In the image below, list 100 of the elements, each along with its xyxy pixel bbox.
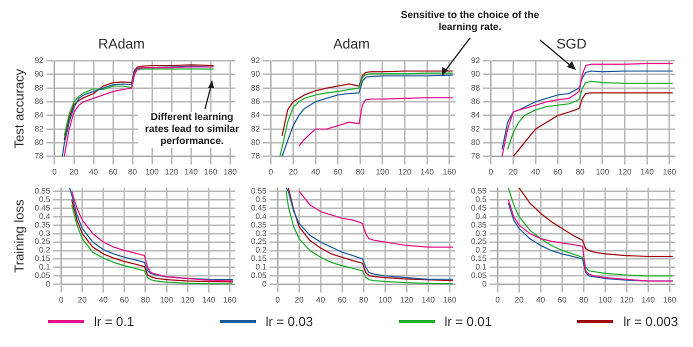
x-tick-label: 20 <box>288 167 298 176</box>
y-tick-label: 0.2 <box>255 246 268 255</box>
y-tick-label: 0.55 <box>34 186 51 196</box>
x-tick-label: 140 <box>420 167 434 176</box>
x-tick-label: 60 <box>338 295 348 304</box>
text: Sensitive to the choice of the learning rate. <box>380 10 560 34</box>
x-tick-label: 120 <box>400 295 414 304</box>
chart-title: RAdam <box>98 35 145 52</box>
y-tick-label: 0 <box>482 280 488 289</box>
y-tick-label: 82 <box>34 124 44 134</box>
y-tick-label: 80 <box>250 138 260 147</box>
y-tick-label: 0.4 <box>475 212 488 221</box>
y-tick-label: 0.2 <box>475 246 488 255</box>
y-tick-label: 86 <box>250 96 260 106</box>
x-tick-label: 80 <box>141 295 150 304</box>
y-tick-label: 82 <box>250 124 260 134</box>
x-tick-label: 60 <box>120 295 130 304</box>
x-tick-label: 120 <box>180 295 195 304</box>
y-tick-label: 0.15 <box>250 254 268 264</box>
x-tick-label: 20 <box>70 167 80 176</box>
x-tick-label: 20 <box>514 295 524 304</box>
y-tick-label: 0.4 <box>39 212 51 221</box>
x-tick-label: 160 <box>204 167 218 176</box>
y-tick-label: 0.45 <box>34 203 51 212</box>
y-tick-label: 0.5 <box>39 194 51 204</box>
x-tick-label: 20 <box>508 167 518 176</box>
y-tick-label: 0.5 <box>475 194 488 204</box>
x-tick-label: 140 <box>421 295 436 304</box>
x-tick-label: 160 <box>223 295 237 304</box>
x-tick-label: 180 <box>223 167 238 176</box>
y-tick-label: 84 <box>470 110 480 120</box>
y-tick-label: 0.35 <box>34 220 51 230</box>
x-tick-label: 100 <box>145 167 160 176</box>
y-tick-label: 0 <box>46 280 51 289</box>
y-tick-label: 0.3 <box>255 228 268 238</box>
y-tick-label: 0.2 <box>39 246 51 255</box>
y-tick-label: 0.3 <box>475 228 488 238</box>
x-tick-label: 60 <box>333 167 343 176</box>
x-tick-label: 120 <box>164 167 179 176</box>
y-tick-label: 80 <box>34 138 44 147</box>
x-tick-label: 60 <box>108 167 118 176</box>
y-tick-label: 0.3 <box>39 228 51 238</box>
y-tick-label: 0.5 <box>255 194 268 204</box>
y-tick-label: 0.15 <box>34 254 51 264</box>
y-tick-label: 90 <box>250 70 260 79</box>
x-tick-label: 80 <box>128 167 138 176</box>
x-tick-label: 0 <box>495 295 500 304</box>
x-tick-label: 80 <box>579 295 589 304</box>
y-tick-label: 0.35 <box>470 220 488 230</box>
x-tick-label: 0 <box>268 167 274 176</box>
y-tick-label: 0.25 <box>250 237 268 246</box>
chart-title: Adam <box>333 35 370 52</box>
x-tick-label: 80 <box>359 295 369 304</box>
y-tick-label: 84 <box>250 110 260 120</box>
y-tick-label: 92 <box>470 56 480 66</box>
annotation: Different learning rates lead to similar performance. <box>138 112 246 148</box>
x-tick-label: 40 <box>316 295 326 304</box>
legend-label: lr = 0.03 <box>266 314 313 329</box>
legend-label: lr = 0.1 <box>94 314 134 329</box>
y-tick-label: 0.35 <box>250 220 268 230</box>
x-tick-label: 0 <box>275 295 280 304</box>
y-tick-label: 0.4 <box>255 212 268 221</box>
x-tick-label: 60 <box>553 167 563 176</box>
x-tick-label: 140 <box>202 295 216 304</box>
x-tick-label: 120 <box>620 295 634 304</box>
x-tick-label: 160 <box>442 167 457 176</box>
x-tick-label: 0 <box>52 167 58 176</box>
y-tick-label: 0.05 <box>34 271 51 280</box>
y-tick-label: 88 <box>250 83 260 92</box>
x-tick-label: 160 <box>442 295 457 304</box>
x-tick-label: 80 <box>576 167 586 176</box>
y-tick-label: 88 <box>34 83 44 92</box>
x-tick-label: 40 <box>311 167 321 176</box>
y-tick-label: 0.25 <box>34 237 51 246</box>
x-tick-label: 80 <box>356 167 366 176</box>
x-tick-label: 20 <box>294 295 304 304</box>
y-tick-label: 84 <box>34 110 44 120</box>
y-tick-label: 0.45 <box>250 203 268 212</box>
y-axis-title: Training loss <box>11 198 26 273</box>
x-tick-label: 40 <box>89 167 99 176</box>
y-tick-label: 86 <box>34 96 44 106</box>
y-tick-label: 0.55 <box>470 186 488 196</box>
y-tick-label: 78 <box>34 152 44 161</box>
y-tick-label: 86 <box>470 96 480 106</box>
x-tick-label: 60 <box>558 295 568 304</box>
legend-label: lr = 0.01 <box>444 314 492 329</box>
y-tick-label: 90 <box>34 70 44 79</box>
y-tick-label: 0.55 <box>250 186 268 196</box>
x-tick-label: 100 <box>160 295 174 304</box>
y-tick-label: 0.15 <box>470 254 488 264</box>
x-tick-label: 140 <box>641 295 656 304</box>
y-tick-label: 80 <box>470 138 480 147</box>
y-tick-label: 0.25 <box>470 237 488 246</box>
x-tick-label: 100 <box>378 295 392 304</box>
y-tick-label: 78 <box>470 152 480 161</box>
y-tick-label: 78 <box>250 152 260 161</box>
legend-label: lr = 0.003 <box>623 314 678 329</box>
x-tick-label: 20 <box>78 295 88 304</box>
y-tick-label: 0.45 <box>470 203 488 212</box>
x-tick-label: 120 <box>398 167 412 176</box>
